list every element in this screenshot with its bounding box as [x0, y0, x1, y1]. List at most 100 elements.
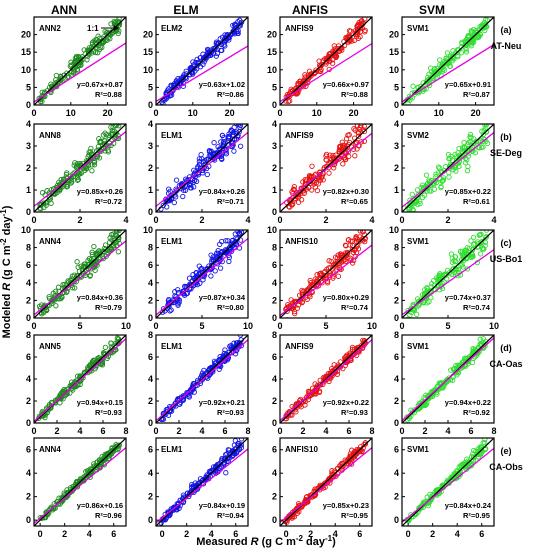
data-point	[105, 247, 111, 253]
x-tick-label: 2	[323, 215, 328, 225]
y-tick-label: 3	[26, 141, 31, 151]
data-point	[455, 367, 461, 373]
data-point	[171, 83, 178, 90]
fit-line	[156, 339, 248, 422]
panel-model-name: SVM1	[407, 445, 429, 454]
data-point	[230, 346, 237, 352]
x-tick-label: 6	[233, 529, 238, 539]
data-point	[67, 63, 73, 69]
y-tick-label: 4	[394, 468, 399, 478]
data-point	[446, 174, 452, 180]
data-point	[194, 63, 200, 69]
data-point	[183, 68, 189, 74]
data-point	[175, 287, 181, 293]
y-tick-label: 6	[272, 260, 277, 270]
data-point	[208, 273, 214, 279]
data-point	[163, 198, 169, 205]
column-headers: ANN ELM ANFIS SVM	[51, 3, 445, 17]
y-tick-label: 2	[394, 396, 399, 406]
x-tick-label: 8	[123, 426, 128, 436]
data-point	[231, 148, 237, 154]
panel-model-name: ANN2	[39, 24, 61, 33]
row-letter: (e)	[501, 446, 512, 456]
data-point	[405, 316, 412, 318]
data-points	[158, 438, 245, 526]
data-point	[212, 268, 218, 274]
data-point	[235, 224, 239, 228]
y-tick-label: 2	[148, 163, 153, 173]
data-point	[64, 74, 70, 80]
regression-equation: y=0.92x+0.21	[199, 398, 245, 407]
data-point	[237, 143, 244, 149]
data-point	[200, 277, 206, 283]
data-point	[361, 128, 368, 135]
data-point	[452, 254, 458, 260]
data-point	[77, 381, 83, 388]
x-tick-label: 2	[184, 529, 189, 539]
data-point	[359, 345, 366, 351]
data-point	[450, 266, 456, 272]
data-point	[71, 162, 77, 168]
data-point	[49, 84, 55, 90]
y-tick-label: 8	[26, 330, 31, 340]
x-tick-label: 0	[153, 215, 158, 225]
one-to-one-line	[34, 17, 126, 105]
y-tick-label: 8	[148, 243, 153, 253]
data-point	[307, 277, 313, 284]
y-tick-label: 2	[272, 295, 277, 305]
data-point	[238, 438, 245, 442]
data-point	[227, 244, 233, 251]
data-point	[452, 151, 458, 158]
data-point	[405, 100, 411, 105]
data-point	[226, 245, 232, 251]
panel-model-name: SVM1	[407, 237, 429, 246]
y-tick-label: 3	[148, 141, 153, 151]
fit-line	[34, 338, 126, 422]
data-point	[438, 272, 444, 278]
r-squared: R²=0.92	[463, 408, 490, 417]
data-point	[333, 53, 340, 59]
site-label: CA-Oas	[489, 359, 522, 369]
data-point	[48, 200, 54, 206]
r-squared: R²=0.93	[217, 408, 244, 417]
panel-model-name: ELM2	[161, 24, 183, 33]
one-to-one-line	[280, 124, 372, 212]
data-point	[114, 443, 120, 450]
data-point	[410, 303, 417, 310]
data-point	[230, 449, 236, 455]
data-point	[230, 241, 236, 247]
data-point	[79, 477, 86, 483]
data-point	[333, 52, 339, 59]
y-tick-label: 6	[148, 445, 153, 455]
fit-line	[280, 244, 372, 316]
data-point	[309, 187, 315, 193]
x-tick-label: 2	[445, 215, 450, 225]
x-tick-label: 4	[491, 215, 496, 225]
data-point	[89, 168, 95, 174]
data-point	[330, 152, 336, 159]
y-tick-label: 0	[26, 515, 31, 525]
data-point	[229, 238, 235, 244]
one-to-one-line	[34, 124, 126, 212]
data-point	[357, 24, 363, 31]
y-tick-label: 3	[272, 141, 277, 151]
data-point	[331, 471, 337, 478]
data-point	[106, 143, 112, 149]
data-point	[173, 177, 180, 183]
data-point	[347, 356, 354, 362]
y-label-pre: Modeled	[1, 291, 13, 339]
data-point	[63, 184, 70, 190]
y-tick-label: 2	[148, 396, 153, 406]
x-tick-label: 4	[199, 426, 204, 436]
data-point	[455, 267, 462, 273]
data-point	[74, 273, 81, 279]
r-squared: R²=0.96	[95, 511, 122, 520]
x-tick-label: 20	[225, 108, 235, 118]
data-point	[180, 492, 187, 498]
y-tick-label: 20	[267, 30, 277, 40]
data-point	[357, 230, 363, 234]
x-tick-label: 6	[222, 426, 227, 436]
data-point	[102, 28, 108, 35]
data-point	[81, 47, 87, 53]
